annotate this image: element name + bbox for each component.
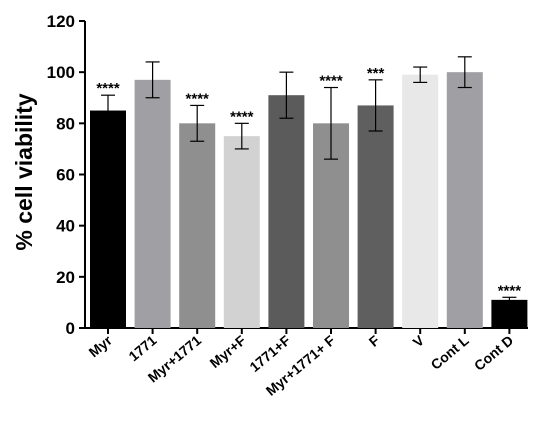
bar xyxy=(134,79,171,328)
category-label: 1771 xyxy=(125,332,159,364)
y-axis-title: % cell viability xyxy=(11,93,37,250)
significance-label: **** xyxy=(186,90,210,107)
bar xyxy=(357,105,394,328)
significance-label: **** xyxy=(498,282,522,299)
bar xyxy=(223,136,260,328)
y-tick-label: 120 xyxy=(47,12,75,31)
significance-label: **** xyxy=(319,73,343,90)
y-tick-label: 40 xyxy=(56,217,75,236)
bar xyxy=(268,95,305,328)
bar xyxy=(90,110,126,329)
y-tick-label: 20 xyxy=(56,268,75,287)
category-label: Myr xyxy=(86,332,116,361)
bar xyxy=(402,74,439,328)
significance-label: **** xyxy=(230,108,254,125)
y-tick-label: 60 xyxy=(56,166,75,185)
category-label: Cont D xyxy=(471,332,516,374)
category-label: F xyxy=(366,332,383,350)
y-tick-label: 80 xyxy=(56,114,75,133)
y-tick-label: 0 xyxy=(66,319,75,338)
bar xyxy=(446,72,483,329)
category-label: Myr+F xyxy=(207,332,250,371)
significance-label: *** xyxy=(367,65,385,82)
category-label: Cont L xyxy=(427,332,472,373)
bar xyxy=(491,299,528,328)
bar xyxy=(179,123,216,328)
significance-label: **** xyxy=(96,80,120,97)
y-tick-label: 100 xyxy=(47,63,75,82)
category-label: V xyxy=(410,332,428,351)
